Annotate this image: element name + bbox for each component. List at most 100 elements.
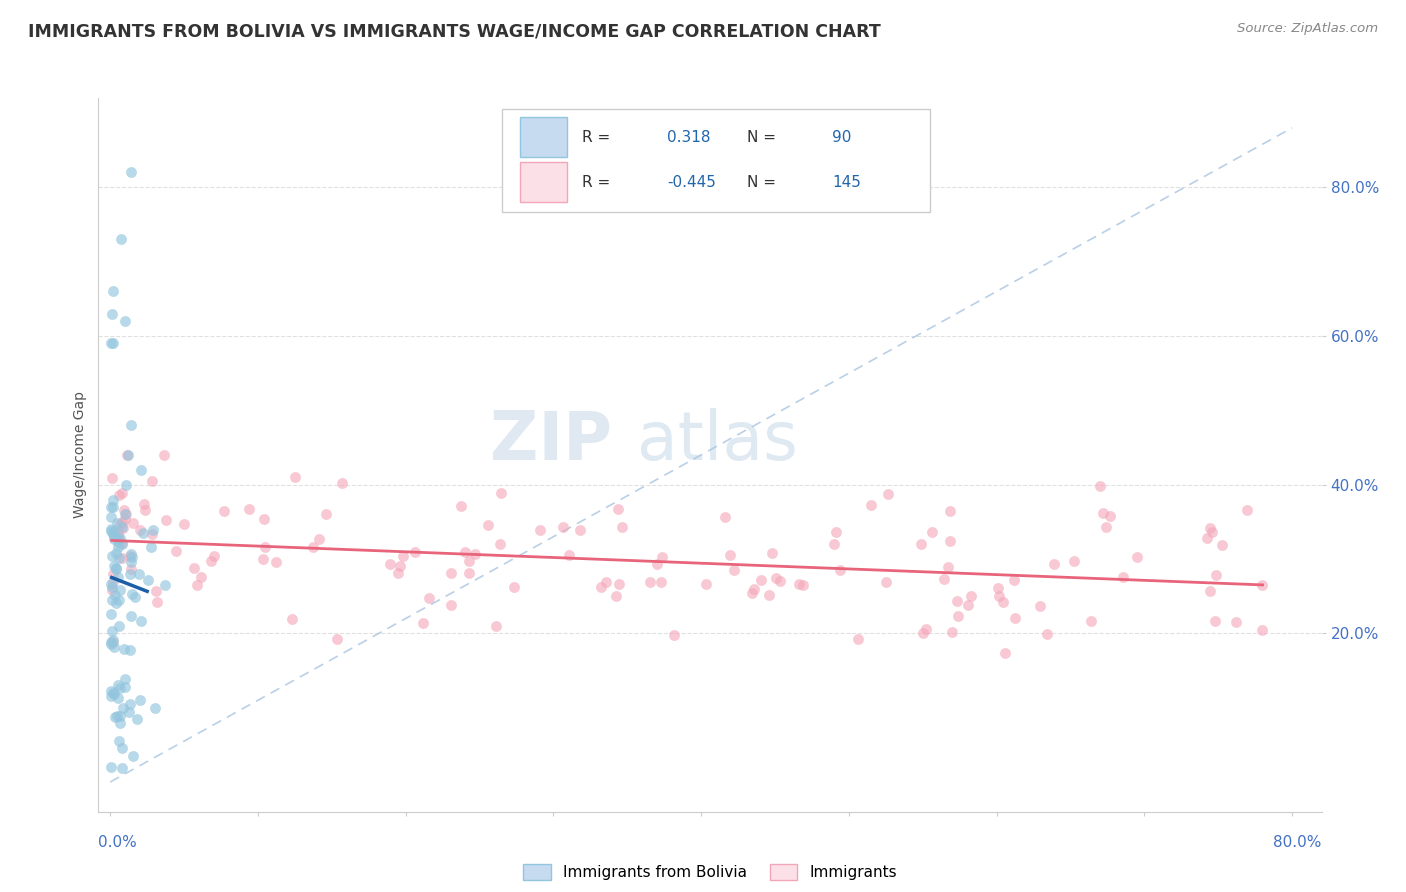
Point [136, 573, 159, 587]
Point [440, 566, 463, 580]
Point [877, 487, 900, 501]
Point [941, 625, 963, 640]
Point [1004, 611, 1026, 625]
Point [1211, 538, 1233, 552]
Point [638, 574, 661, 589]
Point [121, 550, 143, 565]
Point [100, 593, 122, 607]
Point [101, 500, 124, 514]
Point [120, 165, 142, 179]
Point [823, 537, 845, 551]
Point [1091, 506, 1114, 520]
Point [957, 598, 980, 612]
Point [1204, 614, 1226, 628]
Point [122, 516, 145, 530]
Point [987, 581, 1010, 595]
Point [103, 558, 125, 573]
Point [1201, 524, 1223, 539]
Point [1098, 508, 1121, 523]
Point [1126, 550, 1149, 565]
Point [101, 632, 124, 647]
Point [605, 589, 627, 603]
Point [1250, 577, 1272, 591]
Point [912, 626, 935, 640]
Point [100, 760, 122, 774]
Point [238, 502, 260, 516]
Point [108, 681, 131, 695]
Point [418, 591, 440, 606]
Point [190, 569, 212, 583]
Point [107, 690, 129, 705]
Point [118, 549, 141, 563]
Point [120, 567, 142, 582]
Point [101, 336, 124, 351]
Text: 0.318: 0.318 [668, 130, 710, 145]
Point [101, 567, 124, 582]
Point [103, 285, 125, 299]
Point [108, 551, 131, 566]
Point [450, 500, 472, 514]
Point [101, 575, 124, 590]
Point [326, 632, 349, 646]
Point [264, 555, 287, 569]
Point [765, 571, 787, 585]
Point [100, 582, 122, 597]
Point [457, 554, 479, 568]
Point [1036, 626, 1059, 640]
Point [134, 497, 156, 511]
Point [139, 540, 162, 554]
Point [302, 541, 325, 555]
Point [101, 635, 124, 649]
Point [101, 526, 124, 541]
Point [591, 580, 613, 594]
Point [651, 549, 673, 564]
Point [761, 546, 783, 560]
Point [939, 504, 962, 518]
Point [1088, 479, 1111, 493]
Text: 90: 90 [832, 130, 852, 145]
Point [714, 510, 737, 524]
Point [749, 573, 772, 587]
Point [936, 559, 959, 574]
Point [830, 563, 852, 577]
Point [718, 549, 741, 563]
Point [769, 574, 792, 589]
Point [105, 596, 128, 610]
Point [155, 512, 177, 526]
Point [1199, 521, 1222, 535]
Point [100, 500, 122, 515]
Point [100, 577, 122, 591]
Point [645, 557, 668, 571]
Point [910, 537, 932, 551]
Point [107, 535, 129, 549]
Point [115, 448, 138, 462]
Point [200, 554, 222, 568]
Point [454, 544, 477, 558]
Point [120, 555, 142, 569]
Point [110, 232, 132, 246]
Point [946, 593, 969, 607]
Point [108, 583, 131, 598]
Point [281, 612, 304, 626]
Point [484, 618, 506, 632]
Point [107, 569, 129, 583]
Point [114, 672, 136, 686]
Point [100, 637, 122, 651]
Point [253, 540, 276, 554]
Point [107, 524, 129, 539]
Point [186, 578, 208, 592]
Point [607, 577, 630, 591]
Point [111, 535, 134, 549]
Point [477, 517, 499, 532]
Point [1063, 554, 1085, 568]
Point [948, 609, 970, 624]
Point [128, 523, 150, 537]
Point [392, 549, 415, 563]
Point [152, 448, 174, 462]
Point [595, 574, 617, 589]
Point [1028, 599, 1050, 613]
Point [124, 590, 146, 604]
Point [114, 680, 136, 694]
Point [789, 576, 811, 591]
Point [115, 477, 138, 491]
